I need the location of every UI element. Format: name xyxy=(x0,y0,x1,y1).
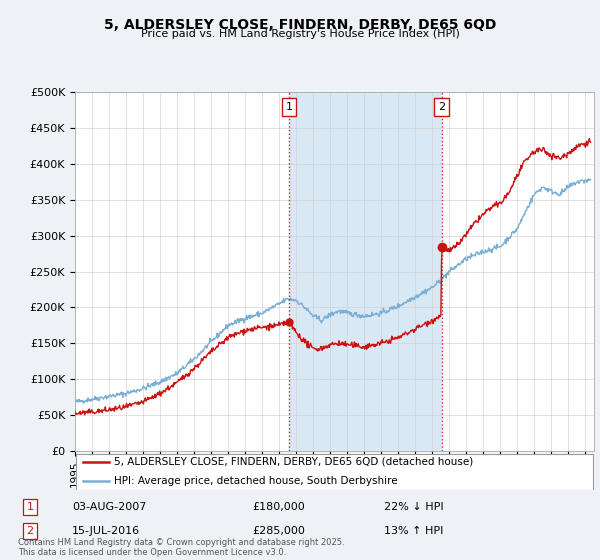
Text: 13% ↑ HPI: 13% ↑ HPI xyxy=(384,526,443,536)
Text: 03-AUG-2007: 03-AUG-2007 xyxy=(72,502,146,512)
FancyBboxPatch shape xyxy=(76,454,593,490)
Text: 5, ALDERSLEY CLOSE, FINDERN, DERBY, DE65 6QD (detached house): 5, ALDERSLEY CLOSE, FINDERN, DERBY, DE65… xyxy=(114,456,473,466)
Text: 1: 1 xyxy=(26,502,34,512)
Text: HPI: Average price, detached house, South Derbyshire: HPI: Average price, detached house, Sout… xyxy=(114,476,398,486)
Text: Price paid vs. HM Land Registry's House Price Index (HPI): Price paid vs. HM Land Registry's House … xyxy=(140,29,460,39)
Text: 1: 1 xyxy=(286,102,293,112)
Bar xyxy=(289,92,442,451)
Text: 15-JUL-2016: 15-JUL-2016 xyxy=(72,526,140,536)
Text: Contains HM Land Registry data © Crown copyright and database right 2025.
This d: Contains HM Land Registry data © Crown c… xyxy=(18,538,344,557)
Text: 2: 2 xyxy=(26,526,34,536)
Text: £285,000: £285,000 xyxy=(252,526,305,536)
Text: 2: 2 xyxy=(438,102,445,112)
Text: £180,000: £180,000 xyxy=(252,502,305,512)
Text: 22% ↓ HPI: 22% ↓ HPI xyxy=(384,502,443,512)
Text: 5, ALDERSLEY CLOSE, FINDERN, DERBY, DE65 6QD: 5, ALDERSLEY CLOSE, FINDERN, DERBY, DE65… xyxy=(104,18,496,32)
